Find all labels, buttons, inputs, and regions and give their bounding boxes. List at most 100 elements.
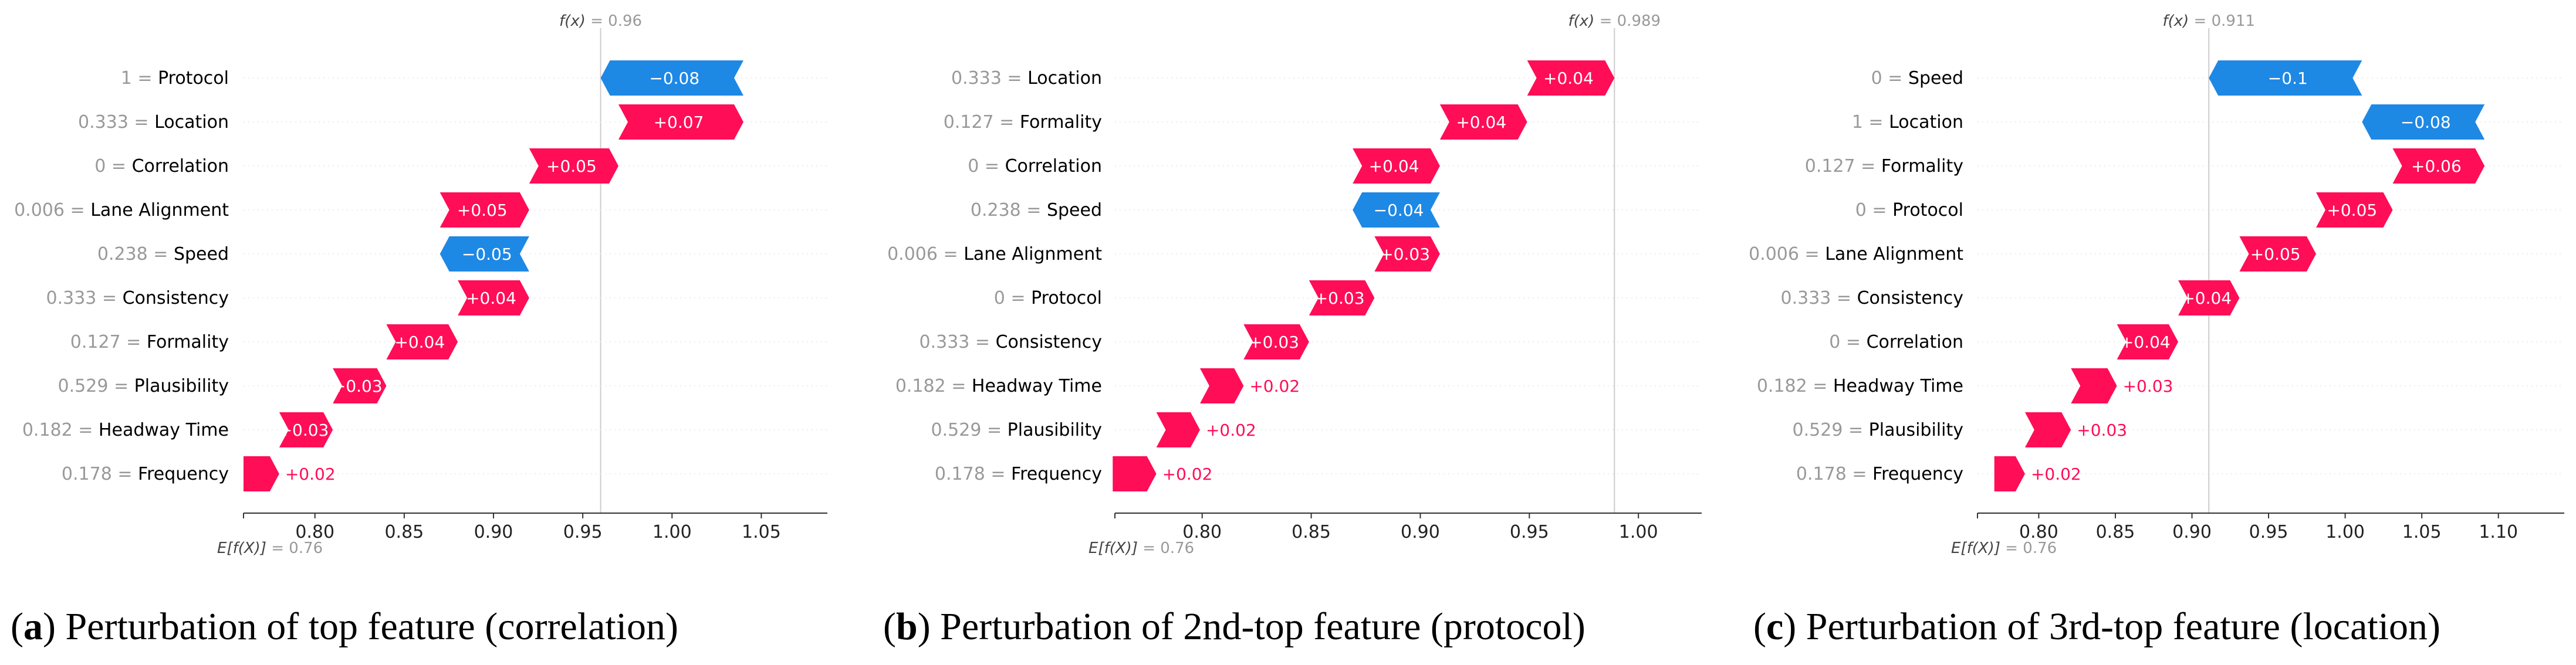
feature-label: 0.178 = Frequency (62, 464, 229, 484)
caption-letter: c (1766, 605, 1783, 648)
feature-label: 0.127 = Formality (1805, 156, 1963, 177)
feature-value: 0.127 = (944, 112, 1020, 133)
bar-value-label: +0.02 (1206, 420, 1256, 440)
feature-label: 0 = Protocol (1855, 200, 1963, 220)
bar-value-label: +0.03 (1380, 245, 1430, 264)
feature-label: 0.333 = Consistency (919, 332, 1103, 352)
panel-caption: (b) Perturbation of 2nd-top feature (pro… (883, 605, 1586, 648)
feature-value: 0 = (1855, 200, 1892, 220)
bar-value-label: +0.03 (332, 376, 383, 396)
feature-value: 0.178 = (935, 464, 1011, 484)
bar-headway-time (1199, 368, 1244, 403)
efx-label: E[f(X)] = 0.76 (1088, 540, 1194, 557)
bar-lane-alignment (1374, 236, 1440, 272)
feature-name: Speed (1908, 68, 1963, 89)
feature-value: 0 = (1829, 332, 1866, 352)
bar-value-label: +0.04 (2120, 333, 2171, 352)
bar-value-label: −0.08 (2401, 113, 2451, 132)
feature-label: 0 = Correlation (94, 156, 229, 177)
feature-name: Location (1027, 68, 1102, 89)
bar-frequency (1113, 456, 1157, 491)
feature-value: 0.238 = (971, 200, 1047, 220)
feature-name: Plausibility (134, 376, 229, 396)
feature-label: 0.006 = Lane Alignment (887, 244, 1102, 264)
bar-value-label: +0.05 (2327, 201, 2377, 220)
x-tick-label: 0.85 (2096, 522, 2135, 542)
bar-value-label: +0.06 (2411, 157, 2462, 176)
feature-label: 1 = Location (1852, 112, 1963, 133)
feature-label: 0.333 = Location (78, 112, 229, 133)
bar-formality (1439, 104, 1527, 140)
bar-value-label: +0.03 (279, 420, 329, 440)
efx-label: E[f(X)] = 0.76 (1951, 540, 2057, 557)
bar-value-label: −0.05 (462, 245, 512, 264)
feature-name: Protocol (1031, 288, 1102, 308)
feature-name: Correlation (1005, 156, 1102, 177)
x-tick-label: 1.05 (2402, 522, 2442, 542)
feature-label: 0 = Speed (1871, 68, 1963, 89)
fx-label-name: f(x) (559, 12, 586, 30)
feature-value: 0.529 = (58, 376, 134, 396)
feature-label: 0.178 = Frequency (935, 464, 1102, 484)
x-tick-label: 0.90 (2172, 522, 2212, 542)
feature-value: 0.529 = (931, 420, 1008, 440)
feature-label: 0.006 = Lane Alignment (1749, 244, 1963, 264)
feature-label: 0.182 = Headway Time (895, 376, 1102, 396)
panel-caption: (a) Perturbation of top feature (correla… (11, 605, 678, 648)
bar-value-label: +0.02 (2031, 464, 2081, 484)
bar-correlation (2117, 324, 2179, 359)
feature-label: 0.238 = Speed (97, 244, 229, 264)
x-tick-label: 0.90 (1401, 522, 1440, 542)
bar-formality (386, 324, 458, 359)
bar-speed (2209, 60, 2362, 96)
feature-name: Correlation (132, 156, 229, 177)
bar-lane-alignment (2239, 236, 2317, 272)
efx-label-value: = 0.76 (2000, 540, 2057, 557)
feature-value: 0.182 = (22, 420, 99, 440)
bar-value-label: −0.1 (2268, 69, 2308, 88)
feature-value: 0.333 = (919, 332, 996, 352)
bar-value-label: +0.04 (1369, 157, 1419, 176)
feature-name: Lane Alignment (1825, 244, 1963, 264)
feature-label: 0.529 = Plausibility (1793, 420, 1963, 440)
feature-value: 0.127 = (70, 332, 147, 352)
feature-label: 0.238 = Speed (971, 200, 1102, 220)
caption-open: ( (1753, 605, 1766, 648)
efx-label-value: = 0.76 (266, 540, 323, 557)
bar-value-label: +0.04 (466, 289, 516, 308)
feature-label: 0.006 = Lane Alignment (14, 200, 229, 220)
feature-label: 0.127 = Formality (944, 112, 1102, 133)
x-tick-label: 0.95 (1510, 522, 1549, 542)
bar-value-label: +0.07 (654, 113, 704, 132)
feature-label: 0.333 = Location (951, 68, 1102, 89)
bar-value-label: +0.02 (285, 464, 336, 484)
x-tick-label: 1.00 (1619, 522, 1658, 542)
bar-consistency (2178, 280, 2240, 315)
feature-value: 0.333 = (951, 68, 1027, 89)
caption-text: ) Perturbation of top feature (correlati… (43, 605, 678, 648)
fx-label: f(x) = 0.911 (2162, 12, 2255, 30)
feature-name: Consistency (1857, 288, 1963, 308)
bar-value-label: +0.04 (1456, 113, 1506, 132)
bar-value-label: +0.03 (2123, 376, 2173, 396)
feature-label: 0 = Correlation (968, 156, 1102, 177)
efx-label-value: = 0.76 (1138, 540, 1194, 557)
bar-location (618, 104, 743, 140)
feature-value: 0.333 = (46, 288, 123, 308)
feature-value: 0.178 = (62, 464, 138, 484)
caption-letter: b (896, 605, 918, 648)
feature-label: 0.178 = Frequency (1796, 464, 1963, 484)
feature-name: Formality (1881, 156, 1963, 177)
bar-formality (2392, 148, 2485, 184)
efx-label-name: E[f(X)] (217, 540, 266, 557)
bar-value-label: −0.08 (649, 69, 699, 88)
fx-label-value: = 0.989 (1594, 12, 1661, 30)
bar-value-label: −0.04 (1374, 201, 1424, 220)
feature-value: 0.333 = (1781, 288, 1857, 308)
feature-value: 0.006 = (887, 244, 964, 264)
bar-value-label: +0.04 (1543, 69, 1594, 88)
bar-protocol (2316, 192, 2393, 228)
x-tick-label: 0.90 (474, 522, 513, 542)
panel-caption: (c) Perturbation of 3rd-top feature (loc… (1753, 605, 2440, 648)
